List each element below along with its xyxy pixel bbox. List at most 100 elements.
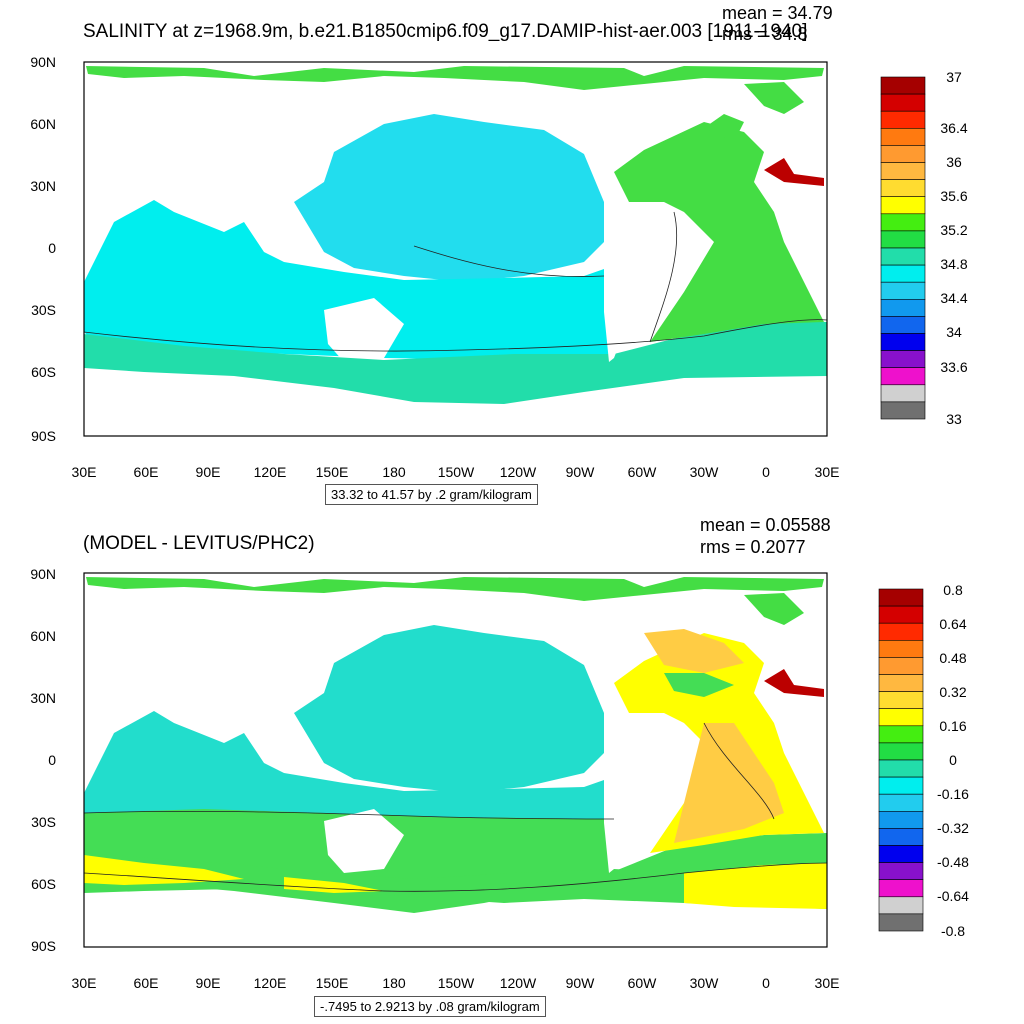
p1-lon-30w: 30W — [689, 464, 719, 480]
colorbar-swatch — [880, 384, 926, 403]
colorbar-swatch — [878, 759, 924, 778]
p1-lon-150w: 150W — [437, 464, 475, 480]
p1-lat-90s: 90S — [31, 428, 56, 444]
p1-lon-120e: 120E — [253, 464, 287, 480]
p2-lat-90n: 90N — [30, 566, 56, 582]
p2-lon-180: 180 — [382, 975, 406, 991]
p2-lat-0: 0 — [48, 752, 56, 768]
p2-lat-60n: 60N — [30, 628, 56, 644]
p2-cb-label: -0.8 — [940, 923, 966, 939]
p1-cb-label: 35.2 — [940, 222, 968, 238]
panel2-colorbar — [878, 588, 924, 932]
colorbar-swatch — [880, 230, 926, 249]
p2-cb-label: -0.48 — [937, 854, 969, 870]
p2-lon-150e: 150E — [315, 975, 349, 991]
p2-lat-60s: 60S — [31, 876, 56, 892]
p1-cb-label: 37 — [946, 69, 962, 85]
panel2-range: -.7495 to 2.9213 by .08 gram/kilogram — [314, 996, 546, 1017]
colorbar-swatch — [880, 264, 926, 283]
p1-lon-0: 0 — [762, 464, 770, 480]
p2-lon-120e: 120E — [253, 975, 287, 991]
colorbar-swatch — [878, 639, 924, 658]
colorbar-swatch — [880, 127, 926, 146]
colorbar-swatch — [880, 145, 926, 163]
p2-lon-90w: 90W — [565, 975, 595, 991]
p1-lon-30e: 30E — [71, 464, 97, 480]
colorbar-swatch — [878, 605, 924, 624]
p1-lat-60n: 60N — [30, 116, 56, 132]
colorbar-swatch — [878, 657, 924, 675]
panel1-map — [83, 61, 828, 437]
colorbar-swatch — [878, 896, 924, 915]
colorbar-swatch — [878, 862, 924, 881]
p1-lon-90w: 90W — [565, 464, 595, 480]
p1-north-pacific — [294, 114, 604, 282]
p2-cb-label: 0 — [949, 752, 957, 768]
p2-north-pacific — [294, 625, 604, 793]
colorbar-swatch — [878, 913, 924, 932]
p2-cb-label: 0.48 — [939, 650, 967, 666]
panel1-rms: rms = 34.8 — [722, 24, 808, 44]
p2-lon-30w: 30W — [689, 975, 719, 991]
colorbar-swatch — [878, 776, 924, 795]
panel2-mean: mean = 0.05588 — [700, 515, 831, 535]
p1-cb-label: 35.6 — [940, 188, 968, 204]
p2-lat-30s: 30S — [31, 814, 56, 830]
p2-lon-30e: 30E — [71, 975, 97, 991]
colorbar-swatch — [880, 281, 926, 300]
p2-lon-150w: 150W — [437, 975, 475, 991]
colorbar-swatch — [880, 367, 926, 386]
colorbar-swatch — [880, 110, 926, 129]
colorbar-swatch — [878, 742, 924, 761]
p2-lon-120w: 120W — [499, 975, 537, 991]
panel1-mean: mean = 34.79 — [722, 3, 833, 23]
colorbar-swatch — [878, 845, 924, 863]
colorbar-swatch — [878, 811, 924, 829]
colorbar-swatch — [878, 674, 924, 692]
colorbar-swatch — [878, 708, 924, 727]
p2-cb-label: 0.32 — [939, 684, 967, 700]
colorbar-swatch — [880, 401, 926, 420]
p2-cb-label: -0.64 — [937, 888, 969, 904]
p1-cb-label: 34.4 — [940, 290, 968, 306]
p2-lon-60e: 60E — [133, 975, 159, 991]
colorbar-swatch — [880, 299, 926, 317]
p1-lon-90e: 90E — [195, 464, 221, 480]
p1-lat-0: 0 — [48, 240, 56, 256]
p1-atlantic — [614, 122, 824, 342]
p2-lon-0: 0 — [762, 975, 770, 991]
p1-arctic — [86, 66, 824, 90]
p1-cb-label: 33 — [946, 411, 962, 427]
p2-lat-30n: 30N — [30, 690, 56, 706]
colorbar-swatch — [878, 691, 924, 709]
p1-cb-label: 34 — [946, 324, 962, 340]
p1-lon-60e: 60E — [133, 464, 159, 480]
p1-lat-90n: 90N — [30, 54, 56, 70]
p1-lat-30n: 30N — [30, 178, 56, 194]
colorbar-swatch — [878, 622, 924, 641]
p1-lon-60w: 60W — [627, 464, 657, 480]
p2-lat-90s: 90S — [31, 938, 56, 954]
colorbar-swatch — [880, 76, 926, 95]
p2-cb-label: -0.32 — [937, 820, 969, 836]
p2-lon-90e: 90E — [195, 975, 221, 991]
p1-lon-150e: 150E — [315, 464, 349, 480]
p1-lat-30s: 30S — [31, 302, 56, 318]
p2-cb-label: 0.16 — [939, 718, 967, 734]
p2-cb-label: 0.8 — [943, 582, 963, 598]
panel2-title: (MODEL - LEVITUS/PHC2) — [83, 533, 315, 554]
colorbar-swatch — [880, 213, 926, 232]
panel2-map — [83, 572, 828, 948]
p1-lon-30e-right: 30E — [814, 464, 840, 480]
p2-cb-label: -0.16 — [937, 786, 969, 802]
p2-lon-60w: 60W — [627, 975, 657, 991]
p1-lat-60s: 60S — [31, 364, 56, 380]
p1-cb-label: 36.4 — [940, 120, 968, 136]
p1-cb-label: 36 — [946, 154, 962, 170]
p2-lon-30e-right: 30E — [814, 975, 840, 991]
colorbar-swatch — [878, 793, 924, 812]
colorbar-swatch — [878, 725, 924, 744]
panel1-range: 33.32 to 41.57 by .2 gram/kilogram — [325, 484, 538, 505]
p1-cb-label: 33.6 — [940, 359, 968, 375]
colorbar-swatch — [880, 93, 926, 112]
